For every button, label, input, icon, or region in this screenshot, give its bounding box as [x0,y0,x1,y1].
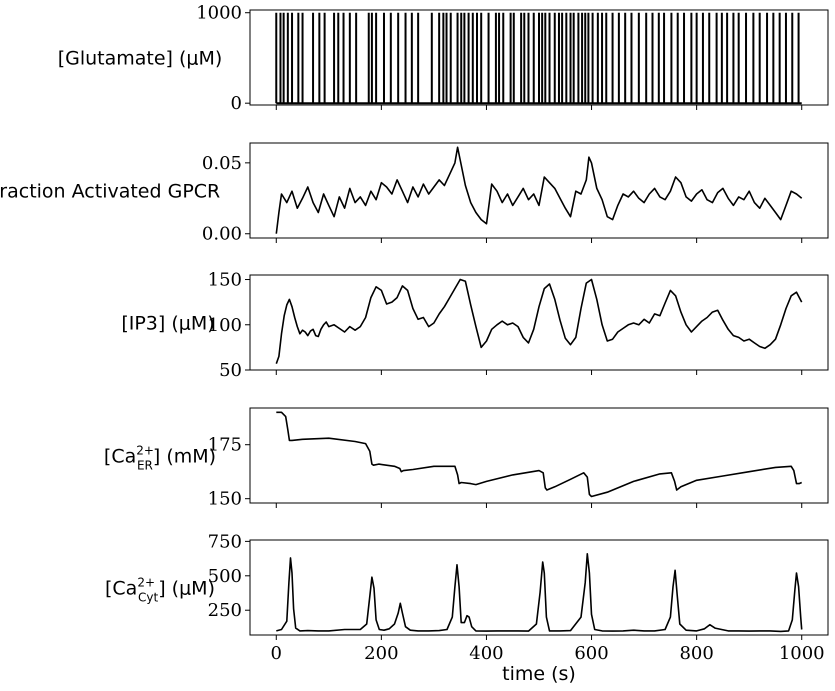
panel-frame [249,9,829,106]
y-tick-label: 1000 [196,3,242,24]
x-tick-label: 800 [679,643,713,664]
x-tick-label: 200 [364,643,398,664]
x-tick-label: 0 [271,643,282,664]
x-axis-label: time (s) [502,663,576,685]
series-line-ip3 [275,278,803,364]
y-tick-label: 50 [219,360,242,381]
x-tick-label: 1000 [779,643,825,664]
panel-ip3: 50 100 150 [IP3] (μM) [121,270,829,381]
y-tick-label: 150 [208,270,242,291]
y-tick-label: 175 [208,435,242,456]
x-tick-label: 400 [469,643,503,664]
panel-frame [249,142,829,239]
y-tick-label: 100 [208,315,242,336]
y-tick-label: 0.05 [202,153,242,174]
panel-frame [249,539,829,636]
panel-ca-cyt: 0 200 400 600 800 1000 250 500 750 [Ca2+ Cyt] (μM) [105,531,829,664]
panel-glutamate: 0 1000 [Glutamate] (μM) [58,3,829,114]
series-line-ca-cyt [276,553,803,633]
y-axis-label: Fraction Activated GPCR [0,181,220,203]
y-tick-label: 150 [208,489,242,510]
series-line-ca-er [276,411,803,498]
y-axis-label: [Glutamate] (μM) [58,48,223,70]
y-tick-label: 0.00 [202,224,242,245]
panel-gpcr: 0.00 0.05 Fraction Activated GPCR [0,142,829,245]
y-tick-label: 750 [208,531,242,552]
x-tick-label: 600 [574,643,608,664]
y-tick-label: 500 [208,566,242,587]
y-axis-label: [Ca2+ ER] (mM) [104,444,216,473]
y-axis-label: [IP3] (μM) [121,313,214,335]
panel-frame [249,407,829,504]
y-tick-label: 0 [231,93,242,114]
panel-frame [249,274,829,371]
y-tick-label: 250 [208,600,242,621]
series-line-gpcr [275,146,803,234]
y-axis-label: [Ca2+ Cyt] (μM) [105,576,215,605]
panel-ca-er: 150 175[Ca2+ ER] (mM) [104,407,829,510]
